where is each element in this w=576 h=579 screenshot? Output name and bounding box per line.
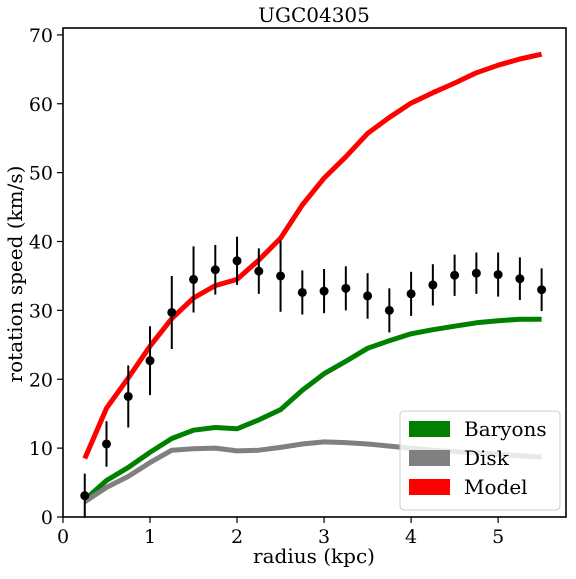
x-tick-label: 2: [231, 526, 243, 548]
data-point: [145, 356, 155, 366]
x-tick-label: 4: [405, 526, 417, 548]
data-point: [167, 307, 177, 317]
data-point: [319, 286, 329, 296]
data-point: [276, 271, 286, 281]
series-line-model: [82, 51, 543, 460]
data-point: [537, 285, 547, 295]
x-tick-label: 3: [318, 526, 330, 548]
data-point: [384, 305, 394, 315]
data-point: [210, 265, 220, 275]
data-point: [363, 291, 373, 301]
y-axis-label: rotation speed (km/s): [3, 166, 27, 383]
y-tick-label: 0: [41, 507, 53, 529]
y-tick-label: 40: [29, 232, 53, 254]
y-tick-label: 30: [29, 300, 53, 322]
y-tick-label: 50: [29, 163, 53, 185]
legend-swatch-model: [409, 479, 450, 495]
legend-label-baryons: Baryons: [464, 417, 547, 441]
data-point: [471, 268, 481, 278]
y-tick-label: 70: [29, 25, 53, 47]
legend-label-disk: Disk: [464, 446, 510, 470]
legend-label-model: Model: [464, 475, 528, 499]
chart-title: UGC04305: [258, 3, 370, 27]
legend-swatch-disk: [409, 450, 450, 466]
x-axis-label: radius (kpc): [253, 544, 375, 568]
data-point: [515, 274, 525, 284]
data-point: [428, 280, 438, 290]
data-point: [189, 274, 199, 284]
data-point: [254, 266, 264, 276]
data-point: [102, 439, 112, 449]
y-tick-label: 20: [29, 369, 53, 391]
data-point: [450, 270, 460, 280]
x-tick-label: 5: [492, 526, 504, 548]
x-tick-label: 1: [144, 526, 156, 548]
data-point: [493, 270, 503, 280]
data-point: [232, 256, 242, 266]
legend-swatch-baryons: [409, 421, 450, 437]
data-point: [297, 287, 307, 297]
y-tick-label: 60: [29, 94, 53, 116]
data-point: [341, 283, 351, 293]
data-point: [80, 491, 90, 501]
data-point: [406, 289, 416, 299]
y-tick-label: 10: [29, 438, 53, 460]
legend: Baryons Disk Model: [399, 410, 561, 511]
series-line-baryons: [83, 316, 542, 502]
data-point: [123, 391, 133, 401]
x-tick-label: 0: [57, 526, 69, 548]
plot-frame: [62, 27, 567, 518]
